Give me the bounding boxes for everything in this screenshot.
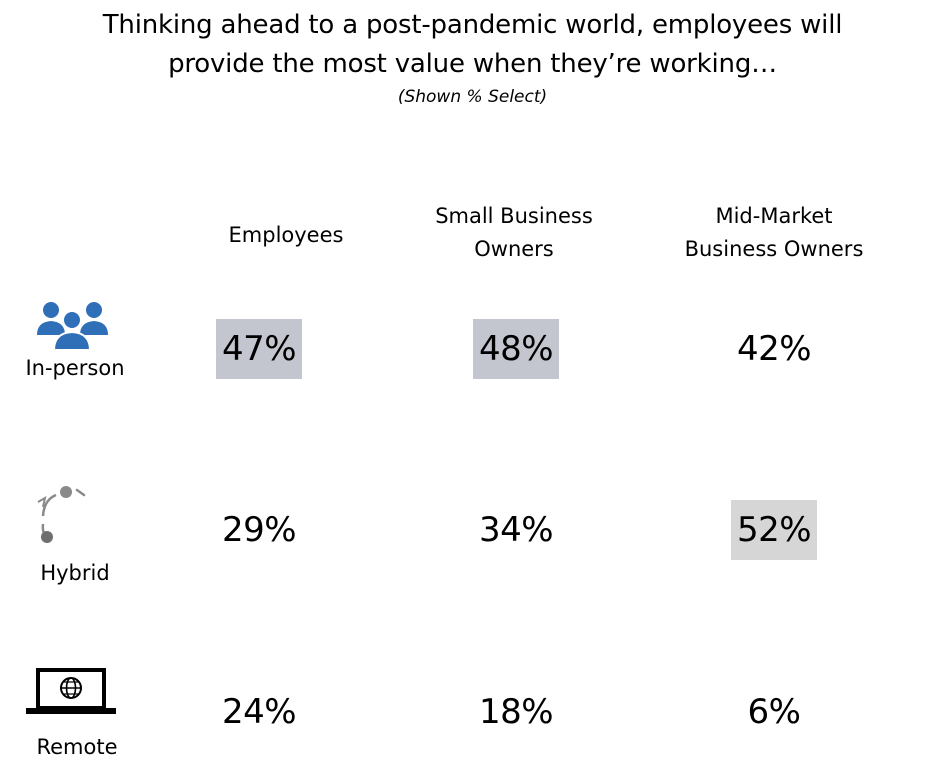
laptop-globe-icon	[26, 668, 116, 714]
row-label-remote: Remote	[36, 735, 118, 759]
column-header-employees: Employees	[156, 219, 416, 252]
column-header-small-business-owners: Small Business Owners	[384, 200, 644, 266]
hybrid-cycle-icon	[37, 486, 86, 543]
chart-title-line-2: provide the most value when they’re work…	[168, 49, 777, 79]
value-cell-in-person-mid-market: 42%	[736, 329, 812, 369]
column-header-line: Small Business	[435, 204, 593, 228]
value-cell-hybrid-employees: 29%	[221, 510, 297, 550]
value-cell-remote-small-business: 18%	[478, 692, 554, 732]
column-header-line: Employees	[228, 223, 344, 247]
people-group-icon	[37, 302, 108, 351]
value-cell-in-person-employees: 47%	[216, 319, 302, 379]
column-header-mid-market-business-owners: Mid-Market Business Owners	[644, 200, 904, 266]
row-label-in-person: In-person	[25, 356, 125, 380]
value-cell-hybrid-mid-market: 52%	[731, 500, 817, 560]
value-cell-in-person-small-business: 48%	[473, 319, 559, 379]
row-label-hybrid: Hybrid	[40, 561, 110, 585]
column-header-line: Owners	[474, 237, 554, 261]
column-header-line: Business Owners	[684, 237, 864, 261]
chart-subtitle: (Shown % Select)	[397, 87, 548, 107]
value-cell-hybrid-small-business: 34%	[478, 510, 554, 550]
chart-title: Thinking ahead to a post-pandemic world,…	[0, 6, 945, 110]
column-header-line: Mid-Market	[715, 204, 833, 228]
chart-title-line-1: Thinking ahead to a post-pandemic world,…	[102, 10, 843, 40]
value-cell-remote-employees: 24%	[221, 692, 297, 732]
value-cell-remote-mid-market: 6%	[747, 692, 801, 732]
